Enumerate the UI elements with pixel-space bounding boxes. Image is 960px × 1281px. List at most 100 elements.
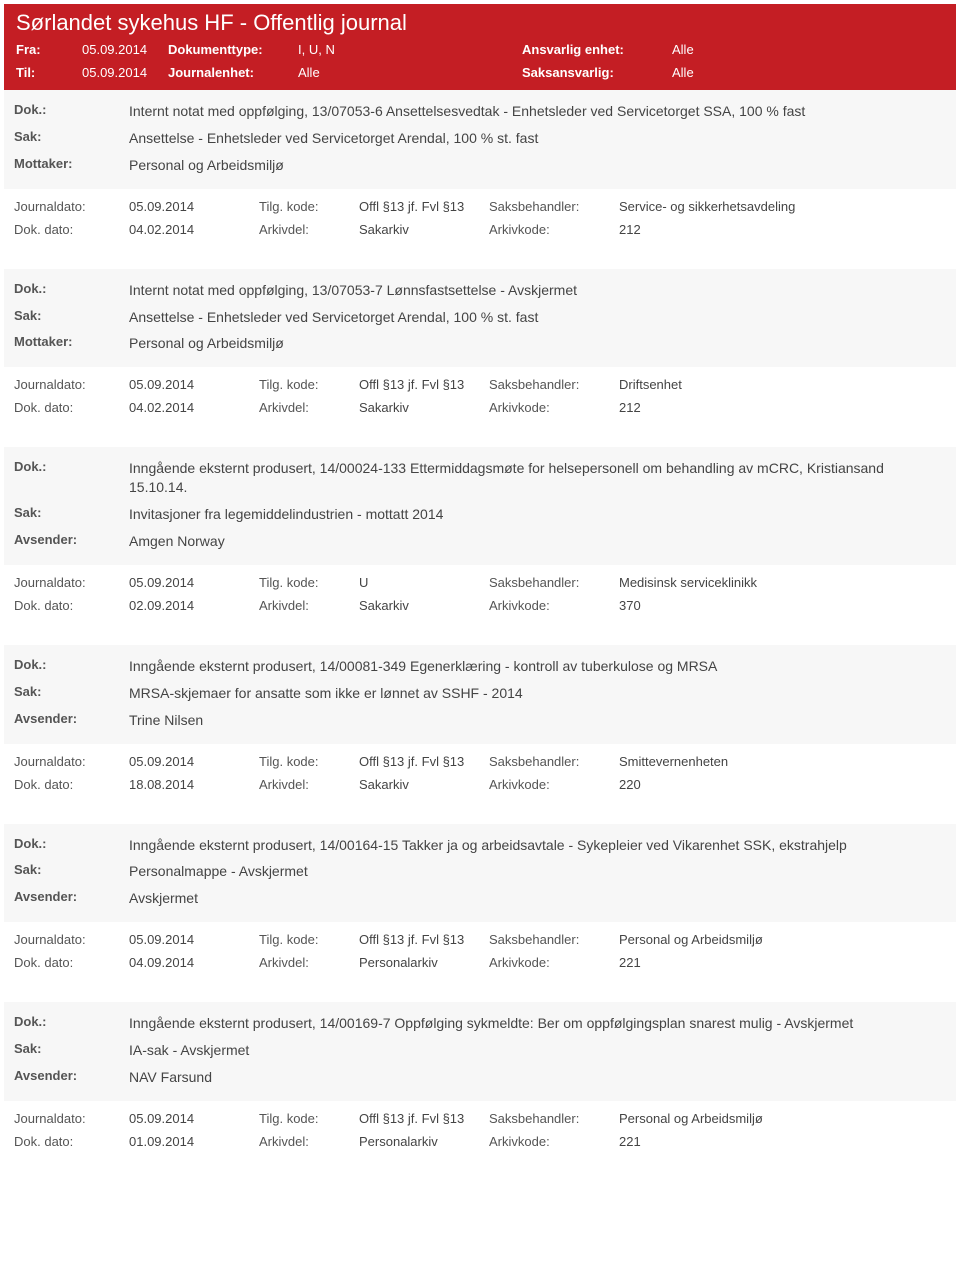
fra-value: 05.09.2014 [82, 42, 168, 57]
entry-row: Dok.:Internt notat med oppfølging, 13/07… [14, 102, 946, 121]
arkivdel-label: Arkivdel: [259, 598, 359, 613]
arkivkode-value: 220 [619, 777, 946, 792]
entry-row: Dok.:Inngående eksternt produsert, 14/00… [14, 459, 946, 497]
entry-header: Dok.:Inngående eksternt produsert, 14/00… [4, 447, 956, 565]
arkivkode-label: Arkivkode: [489, 777, 619, 792]
dok-label: Dok.: [14, 836, 129, 855]
dokdato-value: 01.09.2014 [129, 1134, 259, 1149]
dokdato-label: Dok. dato: [14, 222, 129, 237]
entry-row: Dok.:Inngående eksternt produsert, 14/00… [14, 657, 946, 676]
saksbehandler-label: Saksbehandler: [489, 377, 619, 392]
party-value: Trine Nilsen [129, 711, 946, 730]
dokdato-value: 04.02.2014 [129, 400, 259, 415]
saksbehandler-label: Saksbehandler: [489, 1111, 619, 1126]
journaldato-label: Journaldato: [14, 754, 129, 769]
arkivdel-value: Sakarkiv [359, 400, 489, 415]
arkivdel-value: Sakarkiv [359, 222, 489, 237]
page-title: Sørlandet sykehus HF - Offentlig journal [16, 10, 944, 36]
arkivkode-value: 212 [619, 400, 946, 415]
entry-row: Mottaker:Personal og Arbeidsmiljø [14, 334, 946, 353]
journaldato-label: Journaldato: [14, 377, 129, 392]
entry-row: Avsender:Avskjermet [14, 889, 946, 908]
dokdato-label: Dok. dato: [14, 777, 129, 792]
entry-meta-grid: Journaldato:05.09.2014Tilg. kode:USaksbe… [12, 575, 948, 613]
journaldato-value: 05.09.2014 [129, 377, 259, 392]
entry-header: Dok.:Inngående eksternt produsert, 14/00… [4, 1002, 956, 1101]
entry-row: Sak:Ansettelse - Enhetsleder ved Service… [14, 308, 946, 327]
arkivkode-value: 212 [619, 222, 946, 237]
arkivkode-value: 221 [619, 955, 946, 970]
journalenhet-value: Alle [298, 65, 388, 80]
banner-filter-grid: Fra: 05.09.2014 Dokumenttype: I, U, N An… [16, 42, 944, 88]
entry-row: Sak:Personalmappe - Avskjermet [14, 862, 946, 881]
party-label: Avsender: [14, 711, 129, 730]
arkivdel-value: Sakarkiv [359, 598, 489, 613]
dok-value: Internt notat med oppfølging, 13/07053-7… [129, 281, 946, 300]
party-value: Avskjermet [129, 889, 946, 908]
journaldato-label: Journaldato: [14, 199, 129, 214]
party-value: Personal og Arbeidsmiljø [129, 156, 946, 175]
sak-label: Sak: [14, 862, 129, 881]
tilgkode-value: Offl §13 jf. Fvl §13 [359, 1111, 489, 1126]
doktype-label: Dokumenttype: [168, 42, 298, 57]
dokdato-value: 02.09.2014 [129, 598, 259, 613]
entry-header: Dok.:Internt notat med oppfølging, 13/07… [4, 269, 956, 368]
entry-row: Avsender:Amgen Norway [14, 532, 946, 551]
fra-label: Fra: [16, 42, 82, 57]
party-value: NAV Farsund [129, 1068, 946, 1087]
entry-meta-grid: Journaldato:05.09.2014Tilg. kode:Offl §1… [12, 932, 948, 970]
party-label: Mottaker: [14, 334, 129, 353]
entry-header: Dok.:Internt notat med oppfølging, 13/07… [4, 90, 956, 189]
party-value: Personal og Arbeidsmiljø [129, 334, 946, 353]
til-label: Til: [16, 65, 82, 80]
tilgkode-label: Tilg. kode: [259, 575, 359, 590]
dokdato-label: Dok. dato: [14, 598, 129, 613]
dok-value: Inngående eksternt produsert, 14/00169-7… [129, 1014, 946, 1033]
saksbehandler-label: Saksbehandler: [489, 199, 619, 214]
tilgkode-value: Offl §13 jf. Fvl §13 [359, 377, 489, 392]
entry-meta-grid: Journaldato:05.09.2014Tilg. kode:Offl §1… [12, 377, 948, 415]
entries-list: Dok.: Internt notat med oppfølging, 13/07… [4, 90, 956, 1181]
ansvarlig-enhet-value: Alle [672, 42, 762, 57]
arkivkode-label: Arkivkode: [489, 598, 619, 613]
saksbehandler-value: Service- og sikkerhetsavdeling [619, 199, 946, 214]
entry-row: Avsender:NAV Farsund [14, 1068, 946, 1087]
journaldato-value: 05.09.2014 [129, 754, 259, 769]
journal-entry: Dok.:Inngående eksternt produsert, 14/00… [4, 824, 956, 1003]
party-label: Avsender: [14, 1068, 129, 1087]
sak-label: Sak: [14, 684, 129, 703]
sak-value: Ansettelse - Enhetsleder ved Servicetorg… [129, 308, 946, 327]
dokdato-value: 04.02.2014 [129, 222, 259, 237]
journaldato-value: 05.09.2014 [129, 199, 259, 214]
arkivkode-label: Arkivkode: [489, 222, 619, 237]
til-value: 05.09.2014 [82, 65, 168, 80]
sak-label: Sak: [14, 1041, 129, 1060]
dok-value: Inngående eksternt produsert, 14/00164-1… [129, 836, 946, 855]
arkivkode-label: Arkivkode: [489, 400, 619, 415]
entry-row: Dok.:Internt notat med oppfølging, 13/07… [14, 281, 946, 300]
entry-meta-grid: Journaldato:05.09.2014Tilg. kode:Offl §1… [12, 1111, 948, 1149]
saksbehandler-label: Saksbehandler: [489, 754, 619, 769]
dok-value: Inngående eksternt produsert, 14/00081-3… [129, 657, 946, 676]
dokdato-label: Dok. dato: [14, 955, 129, 970]
arkivkode-label: Arkivkode: [489, 955, 619, 970]
saksbehandler-value: Personal og Arbeidsmiljø [619, 932, 946, 947]
dok-label: Dok.: [14, 459, 129, 497]
tilgkode-label: Tilg. kode: [259, 932, 359, 947]
saksansvarlig-label: Saksansvarlig: [522, 65, 672, 80]
banner: Sørlandet sykehus HF - Offentlig journal… [4, 4, 956, 90]
party-value: Amgen Norway [129, 532, 946, 551]
journalenhet-label: Journalenhet: [168, 65, 298, 80]
tilgkode-value: U [359, 575, 489, 590]
dok-value: Inngående eksternt produsert, 14/00024-1… [129, 459, 946, 497]
journaldato-value: 05.09.2014 [129, 1111, 259, 1126]
sak-label: Sak: [14, 505, 129, 524]
entry-row: Avsender:Trine Nilsen [14, 711, 946, 730]
entry-row: Sak:MRSA-skjemaer for ansatte som ikke e… [14, 684, 946, 703]
dok-label: Dok.: [14, 102, 129, 121]
dokdato-value: 04.09.2014 [129, 955, 259, 970]
saksbehandler-value: Medisinsk serviceklinikk [619, 575, 946, 590]
tilgkode-label: Tilg. kode: [259, 199, 359, 214]
entry-meta-grid: Journaldato:05.09.2014Tilg. kode:Offl §1… [12, 754, 948, 792]
saksansvarlig-value: Alle [672, 65, 762, 80]
